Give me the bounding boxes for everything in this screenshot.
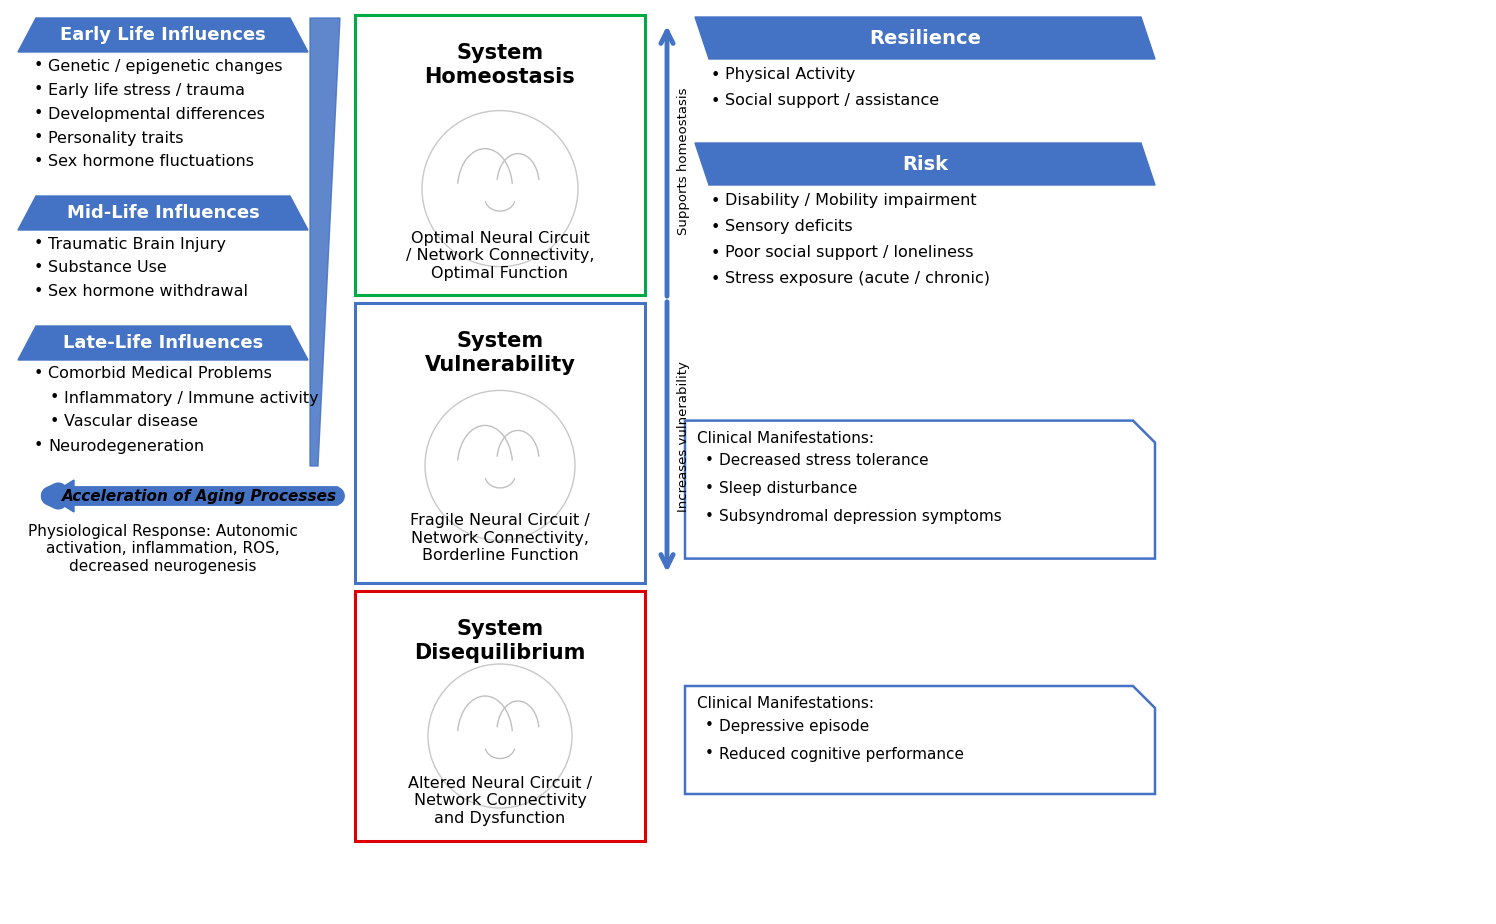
Text: Fragile Neural Circuit /
Network Connectivity,
Borderline Function: Fragile Neural Circuit / Network Connect… — [410, 514, 589, 563]
Text: •: • — [711, 67, 721, 82]
Polygon shape — [685, 420, 1155, 559]
Text: •: • — [711, 246, 721, 261]
Text: Subsyndromal depression symptoms: Subsyndromal depression symptoms — [720, 509, 1002, 524]
Text: Substance Use: Substance Use — [48, 261, 166, 275]
Text: Physiological Response: Autonomic
activation, inflammation, ROS,
decreased neuro: Physiological Response: Autonomic activa… — [28, 524, 298, 574]
Text: System
Homeostasis: System Homeostasis — [425, 43, 576, 87]
Polygon shape — [696, 143, 1155, 185]
Text: •: • — [34, 58, 43, 74]
Text: Acceleration of Aging Processes: Acceleration of Aging Processes — [61, 489, 337, 504]
Text: Altered Neural Circuit /
Network Connectivity
and Dysfunction: Altered Neural Circuit / Network Connect… — [408, 776, 592, 826]
Text: Social support / assistance: Social support / assistance — [726, 93, 939, 108]
Text: Traumatic Brain Injury: Traumatic Brain Injury — [48, 237, 226, 251]
FancyArrow shape — [48, 480, 338, 512]
Text: Sex hormone withdrawal: Sex hormone withdrawal — [48, 285, 248, 299]
Text: •: • — [34, 367, 43, 382]
Text: Early life stress / trauma: Early life stress / trauma — [48, 82, 245, 98]
FancyBboxPatch shape — [355, 15, 645, 295]
FancyBboxPatch shape — [355, 591, 645, 841]
Text: Late-Life Influences: Late-Life Influences — [63, 334, 263, 352]
Text: •: • — [34, 154, 43, 169]
Circle shape — [425, 391, 574, 541]
Text: •: • — [34, 130, 43, 145]
Text: Mid-Life Influences: Mid-Life Influences — [67, 204, 259, 222]
Text: Clinical Manifestations:: Clinical Manifestations: — [697, 697, 874, 711]
Polygon shape — [18, 196, 308, 230]
Text: Vascular disease: Vascular disease — [64, 415, 197, 430]
Text: •: • — [34, 106, 43, 121]
Text: •: • — [705, 453, 714, 468]
Text: Stress exposure (acute / chronic): Stress exposure (acute / chronic) — [726, 272, 990, 286]
Text: Risk: Risk — [902, 154, 948, 174]
Text: •: • — [34, 237, 43, 251]
Text: Neurodegeneration: Neurodegeneration — [48, 439, 203, 454]
Text: Reduced cognitive performance: Reduced cognitive performance — [720, 747, 963, 761]
Text: Poor social support / loneliness: Poor social support / loneliness — [726, 246, 974, 261]
Text: •: • — [705, 509, 714, 524]
Text: •: • — [705, 719, 714, 734]
Text: Increases vulnerability: Increases vulnerability — [678, 361, 690, 513]
Polygon shape — [18, 18, 308, 52]
Text: Resilience: Resilience — [869, 29, 981, 47]
Text: Developmental differences: Developmental differences — [48, 106, 265, 121]
Text: Sleep disturbance: Sleep disturbance — [720, 481, 857, 496]
Circle shape — [422, 111, 577, 267]
Text: System
Vulnerability: System Vulnerability — [425, 332, 576, 374]
Text: System
Disequilibrium: System Disequilibrium — [414, 619, 586, 663]
Text: Sex hormone fluctuations: Sex hormone fluctuations — [48, 154, 254, 169]
Text: •: • — [711, 220, 721, 235]
Polygon shape — [685, 686, 1155, 794]
Text: •: • — [34, 261, 43, 275]
Text: •: • — [34, 285, 43, 299]
Text: Genetic / epigenetic changes: Genetic / epigenetic changes — [48, 58, 283, 74]
Text: Sensory deficits: Sensory deficits — [726, 220, 853, 235]
Text: Early Life Influences: Early Life Influences — [60, 26, 266, 44]
Text: Physical Activity: Physical Activity — [726, 67, 856, 82]
Text: Disability / Mobility impairment: Disability / Mobility impairment — [726, 193, 977, 209]
Text: •: • — [711, 93, 721, 108]
Text: •: • — [711, 193, 721, 209]
Text: Clinical Manifestations:: Clinical Manifestations: — [697, 432, 874, 446]
Text: •: • — [705, 747, 714, 761]
Text: •: • — [49, 391, 60, 406]
Polygon shape — [18, 326, 308, 360]
Text: Inflammatory / Immune activity: Inflammatory / Immune activity — [64, 391, 319, 406]
Text: •: • — [711, 272, 721, 286]
Text: Supports homeostasis: Supports homeostasis — [678, 87, 690, 235]
Circle shape — [428, 664, 571, 808]
Text: •: • — [34, 439, 43, 454]
Text: Comorbid Medical Problems: Comorbid Medical Problems — [48, 367, 272, 382]
Text: •: • — [34, 82, 43, 98]
Text: •: • — [49, 415, 60, 430]
Text: Optimal Neural Circuit
/ Network Connectivity,
Optimal Function: Optimal Neural Circuit / Network Connect… — [405, 231, 594, 281]
Text: Personality traits: Personality traits — [48, 130, 184, 145]
Text: Depressive episode: Depressive episode — [720, 719, 869, 734]
Text: •: • — [705, 481, 714, 496]
FancyBboxPatch shape — [355, 303, 645, 583]
Polygon shape — [310, 18, 340, 466]
Polygon shape — [696, 17, 1155, 59]
Text: Decreased stress tolerance: Decreased stress tolerance — [720, 453, 929, 468]
